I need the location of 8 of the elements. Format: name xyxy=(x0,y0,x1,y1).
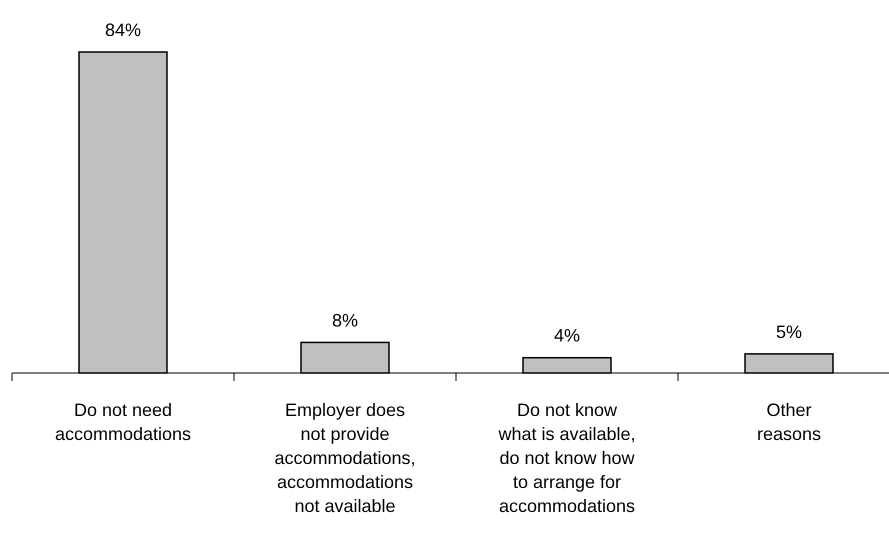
x-tick-label: Employer does not provide accommodations, accommodations not available xyxy=(274,400,416,516)
data-label: 5% xyxy=(776,322,802,342)
data-label: 84% xyxy=(104,20,142,40)
x-tick-label: Do not know what is available, do not know how to arrange for accommodations xyxy=(497,400,636,516)
x-tick-label: Do not need accommodations xyxy=(54,400,192,444)
data-label: 4% xyxy=(554,326,580,346)
data-label: 8% xyxy=(332,310,358,330)
x-tick-label: Other reasons xyxy=(756,400,822,444)
